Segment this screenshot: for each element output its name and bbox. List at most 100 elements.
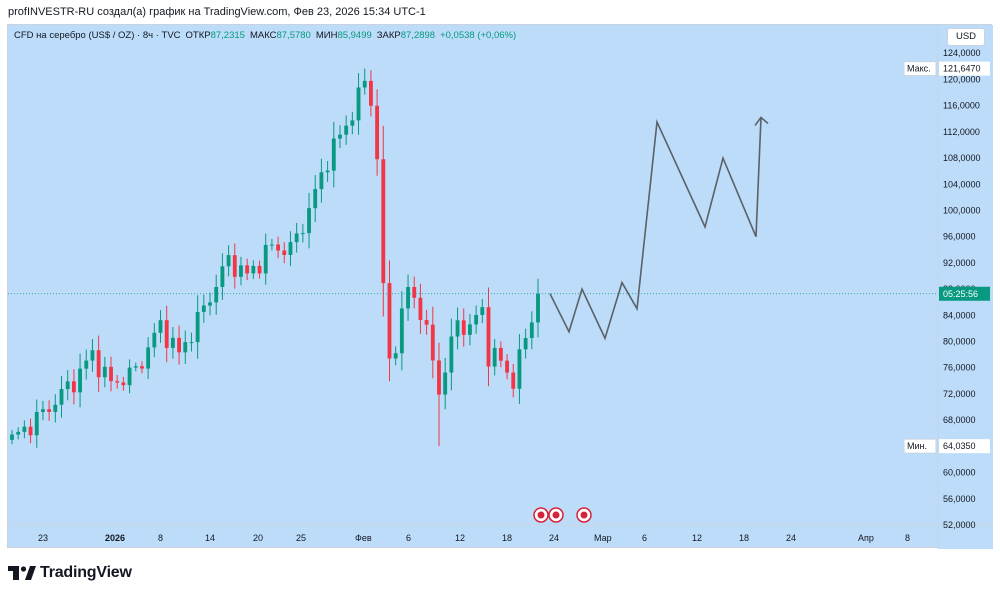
current-price-tag-box	[939, 286, 990, 301]
x-tick-label: 20	[253, 533, 263, 543]
candle-body	[344, 125, 349, 135]
y-tick-label: 108,0000	[943, 153, 981, 163]
chart-caption: profINVESTR-RU создал(а) график на Tradi…	[8, 6, 426, 18]
projection-path[interactable]	[549, 117, 762, 341]
candle-body	[350, 120, 355, 126]
candle-body	[300, 233, 305, 235]
x-tick-label: 2026	[105, 533, 125, 543]
x-tick-label: 14	[205, 533, 215, 543]
candle-body	[195, 311, 200, 343]
candle-body	[449, 336, 454, 373]
candle-body	[208, 302, 212, 306]
event-icon-dot	[552, 511, 560, 519]
candle-body	[16, 431, 21, 435]
candle-body	[22, 426, 27, 432]
currency-button[interactable]: USD	[947, 28, 985, 46]
y-tick-label: 56,0000	[943, 494, 976, 504]
candle-body	[245, 265, 250, 274]
x-tick-label: 12	[455, 533, 465, 543]
candle-body	[424, 320, 429, 325]
y-tick-label: 80,0000	[943, 337, 976, 347]
x-tick-label: 6	[642, 533, 647, 543]
max-price-tag-value: 121,6470	[943, 64, 981, 74]
tradingview-logo-icon	[8, 566, 36, 580]
x-tick-label: 23	[38, 533, 48, 543]
y-tick-label: 76,0000	[943, 363, 976, 373]
y-tick-label: 92,0000	[943, 258, 976, 268]
candle-body	[201, 305, 206, 312]
candle-body	[313, 189, 318, 209]
y-tick-label: 100,0000	[943, 205, 981, 215]
candle-body	[381, 159, 386, 284]
candle-body	[443, 372, 448, 395]
x-tick-label: Апр	[858, 533, 874, 543]
candle-body	[517, 349, 522, 389]
x-tick-label: Фев	[355, 533, 372, 543]
x-tick-label: 6	[406, 533, 411, 543]
candle-body	[71, 381, 76, 393]
open-label: ОТКР	[185, 30, 211, 41]
candle-body	[158, 320, 163, 333]
candle-body	[368, 80, 373, 106]
price-chart[interactable]: 52,000056,000060,000064,000068,000072,00…	[8, 25, 993, 549]
candle-body	[492, 347, 497, 367]
candle-body	[331, 138, 336, 171]
candle-body	[146, 347, 151, 369]
max-price-tag-label: Макс.	[907, 64, 931, 74]
candle-body	[164, 320, 169, 348]
current-price-tag-value: 05:25:56	[943, 289, 978, 299]
candle-body	[455, 320, 460, 337]
y-tick-label: 84,0000	[943, 310, 976, 320]
candle-body	[269, 244, 274, 246]
low-value: 85,9499	[337, 30, 372, 41]
candle-body	[294, 233, 299, 243]
candle-body	[356, 87, 361, 121]
candle-body	[10, 434, 14, 440]
candle-body	[65, 381, 70, 390]
event-icon-dot	[580, 511, 588, 519]
candle-body	[257, 265, 262, 274]
candle-body	[41, 409, 45, 412]
candle-body	[239, 265, 243, 277]
tradingview-logo[interactable]: TradingView	[8, 563, 132, 583]
candle-body	[461, 320, 466, 335]
candle-body	[325, 170, 330, 173]
candle-body	[90, 350, 95, 361]
x-tick-label: 18	[739, 533, 749, 543]
min-price-tag-box	[939, 439, 990, 454]
min-price-tag-label-box	[903, 438, 937, 454]
x-tick-label: 8	[158, 533, 163, 543]
candle-body	[220, 266, 225, 287]
candle-body	[102, 366, 107, 378]
y-tick-label: 112,0000	[943, 127, 980, 137]
symbol-label[interactable]: CFD на серебро (US$ / OZ) · 8ч · TVC	[14, 30, 181, 41]
candle-body	[282, 250, 287, 255]
y-tick-label: 68,0000	[943, 415, 976, 425]
y-tick-label: 60,0000	[943, 468, 976, 478]
candle-body	[276, 244, 281, 251]
candle-body	[474, 314, 479, 325]
candle-body	[406, 286, 410, 309]
y-tick-label: 72,0000	[943, 389, 976, 399]
candle-body	[468, 324, 472, 335]
candle-body	[498, 347, 503, 361]
candle-body	[523, 338, 528, 350]
x-tick-label: 8	[905, 533, 910, 543]
x-tick-label: Мар	[594, 533, 612, 543]
candle-body	[133, 366, 138, 368]
max-price-tag-box	[939, 61, 990, 76]
candle-body	[226, 255, 231, 267]
x-tick-label: 24	[549, 533, 559, 543]
candle-body	[34, 411, 39, 436]
chart-area[interactable]: 52,000056,000060,000064,000068,000072,00…	[7, 24, 993, 549]
tradingview-logo-text: TradingView	[40, 564, 132, 581]
candle-body	[28, 426, 33, 436]
event-icon-dot	[537, 511, 545, 519]
y-tick-label: 120,0000	[943, 74, 981, 84]
y-tick-label: 124,0000	[943, 48, 981, 58]
open-value: 87,2315	[210, 30, 245, 41]
close-label: ЗАКР	[376, 30, 401, 41]
candle-body	[232, 255, 237, 277]
x-tick-label: 25	[296, 533, 306, 543]
min-price-tag-label: Мин.	[907, 441, 927, 451]
